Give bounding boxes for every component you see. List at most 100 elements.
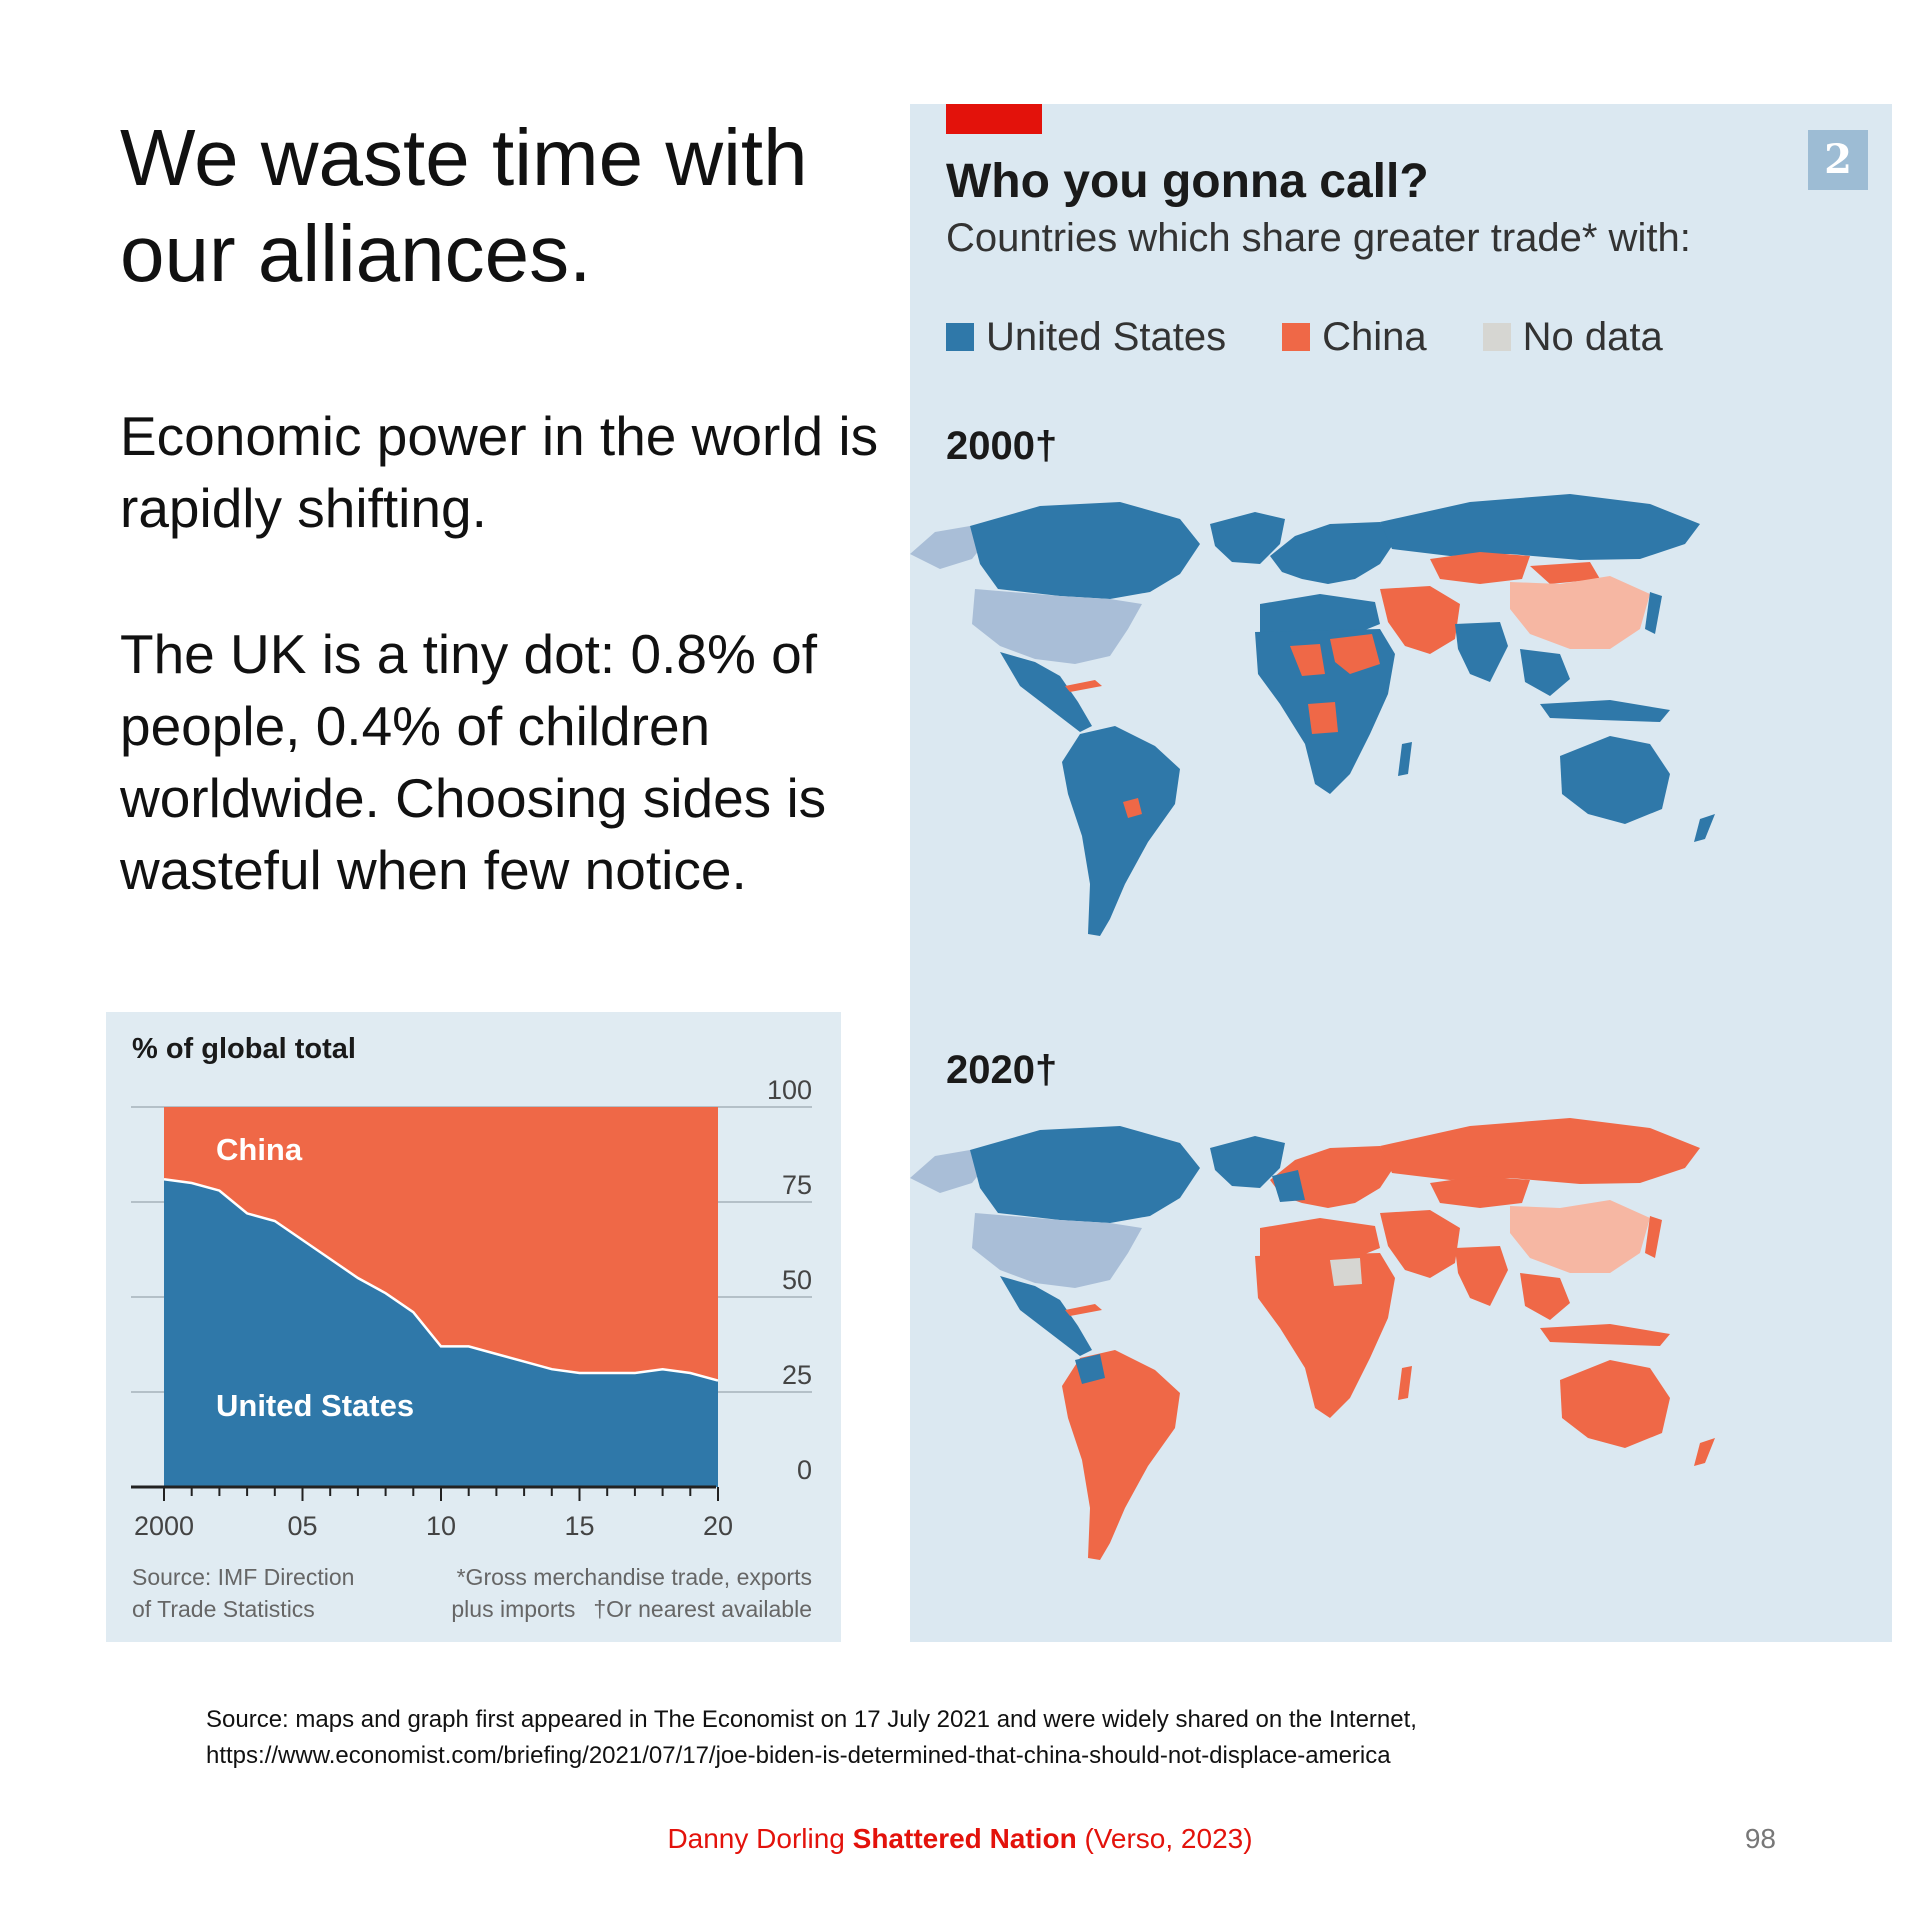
map2020-australia (1560, 1360, 1670, 1448)
map-legend: United States China No data (946, 312, 1719, 362)
slide-title: We waste time with our alliances. (120, 113, 808, 298)
map2020-central-asia (1430, 1176, 1530, 1208)
legend-swatch-no-data (1482, 323, 1511, 351)
map2020-cuba (1065, 1304, 1102, 1316)
map2020-north-africa (1260, 1218, 1380, 1263)
series-label-china: China (216, 1132, 303, 1167)
footnote-line1: *Gross merchandise trade, exports (457, 1564, 812, 1590)
map2000-usa (972, 589, 1142, 664)
page-number: 98 (1744, 1823, 1776, 1854)
map2000-greenland (1210, 512, 1285, 564)
map2020-colombia (1075, 1354, 1105, 1384)
footer-publisher: (Verso, 2023) (1084, 1823, 1253, 1854)
map2000-cuba (1065, 680, 1102, 692)
map2000-china (1510, 576, 1650, 649)
world-map-2000 (910, 494, 1715, 936)
legend-item-us: United States (946, 315, 1226, 360)
map2000-north-africa (1260, 594, 1380, 639)
map2020-africa (1255, 1253, 1395, 1418)
legend-label-us: United States (986, 314, 1227, 359)
trade-share-area-chart: % of global total 0 25 50 75 100 2000 05 10 15 2… (131, 1033, 812, 1622)
x-tick-label-05: 05 (287, 1511, 317, 1541)
legend-swatch-us (946, 323, 974, 351)
source-citation: Source: maps and graph first appeared in… (206, 1702, 1766, 1774)
legend-label-no-data: No data (1522, 314, 1663, 359)
map2000-sudan (1330, 634, 1380, 674)
map2020-middle-east (1380, 1210, 1460, 1278)
x-tick-label-15: 15 (564, 1511, 594, 1541)
us-china-boundary-line (163, 1177, 719, 1382)
map2000-mongolia (1530, 562, 1600, 584)
map2000-japan (1645, 592, 1662, 634)
map-title: Who you gonna call? (946, 155, 1429, 208)
x-tick-label-2000: 2000 (134, 1511, 194, 1541)
map2020-sudan-no-data (1330, 1258, 1362, 1286)
map2020-uk-france (1272, 1170, 1305, 1202)
map2000-europe (1270, 522, 1392, 584)
chart-title: % of global total (132, 1033, 356, 1065)
map2020-china (1510, 1200, 1650, 1273)
map2000-alaska (910, 526, 988, 569)
economist-red-tab (946, 104, 1042, 134)
map2020-southeast-asia (1520, 1273, 1570, 1320)
map2020-south-america (1062, 1350, 1180, 1560)
map2000-russia (1380, 494, 1700, 560)
footnote-line2: plus imports †Or nearest available (451, 1596, 812, 1622)
map2000-new-zealand (1694, 814, 1715, 842)
footer-citation: Danny Dorling Shattered Nation (Verso, 2… (0, 1823, 1920, 1855)
map2020-greenland (1210, 1136, 1285, 1188)
map2020-japan (1645, 1216, 1662, 1258)
map2020-indonesia (1540, 1324, 1670, 1346)
source-citation-url[interactable]: https://www.economist.com/briefing/2021/… (206, 1742, 1391, 1769)
footer-book-title: Shattered Nation (852, 1823, 1077, 1854)
intro-paragraph: Economic power in the world is rapidly s… (120, 405, 879, 539)
uk-paragraph: The UK is a tiny dot: 0.8% of people, 0.… (120, 623, 827, 901)
map2000-mexico-central (1000, 652, 1092, 732)
legend-item-china: China (1282, 315, 1427, 360)
figure-number-badge: 2 (1808, 130, 1868, 190)
map2000-india (1455, 622, 1508, 682)
map2020-canada (970, 1126, 1200, 1223)
map2000-canada (970, 502, 1200, 599)
map2000-madagascar (1398, 742, 1412, 776)
map2000-australia (1560, 736, 1670, 824)
map2020-usa (972, 1213, 1142, 1288)
y-tick-label-50: 50 (782, 1265, 812, 1295)
map2000-indonesia (1540, 700, 1670, 722)
map2020-new-zealand (1694, 1438, 1715, 1466)
x-tick-label-10: 10 (426, 1511, 456, 1541)
map2020-russia (1380, 1118, 1700, 1184)
map-2020-label: 2020† (946, 1048, 1058, 1092)
map-subtitle: Countries which share greater trade* wit… (946, 216, 1691, 260)
footnote-line2-a: plus imports (451, 1596, 575, 1622)
map2020-mexico-central (1000, 1276, 1092, 1356)
source-note-line1: Source: IMF Direction (132, 1564, 354, 1590)
y-tick-label-75: 75 (782, 1170, 812, 1200)
map-2000-label: 2000† (946, 424, 1058, 468)
x-tick-label-20: 20 (703, 1511, 733, 1541)
source-note-line2: of Trade Statistics (132, 1596, 315, 1622)
y-tick-label-0: 0 (797, 1455, 812, 1485)
footnote-line2-b: †Or nearest available (593, 1596, 812, 1622)
map2000-southeast-asia (1520, 649, 1570, 696)
map2000-central-asia (1430, 552, 1530, 584)
map2000-angola (1308, 702, 1338, 734)
map2020-madagascar (1398, 1366, 1412, 1400)
series-label-us: United States (216, 1388, 414, 1423)
us-area (164, 1179, 718, 1487)
y-tick-label-100: 100 (767, 1075, 812, 1105)
map2000-west-central-africa (1290, 644, 1325, 676)
legend-label-china: China (1322, 314, 1427, 359)
china-area (164, 1107, 718, 1381)
map2000-middle-east (1380, 586, 1460, 654)
legend-swatch-china (1282, 323, 1311, 351)
trade-map-panel: 2 Who you gonna call? Countries which sh… (910, 104, 1892, 1642)
y-tick-label-25: 25 (782, 1360, 812, 1390)
map2020-india (1455, 1246, 1508, 1306)
map2020-alaska (910, 1150, 988, 1193)
legend-item-no-data: No data (1482, 314, 1663, 360)
trade-share-chart-panel: % of global total 0 25 50 75 100 2000 05 10 15 2… (106, 1012, 841, 1642)
map2000-paraguay (1123, 798, 1142, 818)
world-map-2020 (910, 1118, 1715, 1560)
source-citation-line1: Source: maps and graph first appeared in… (206, 1706, 1417, 1733)
